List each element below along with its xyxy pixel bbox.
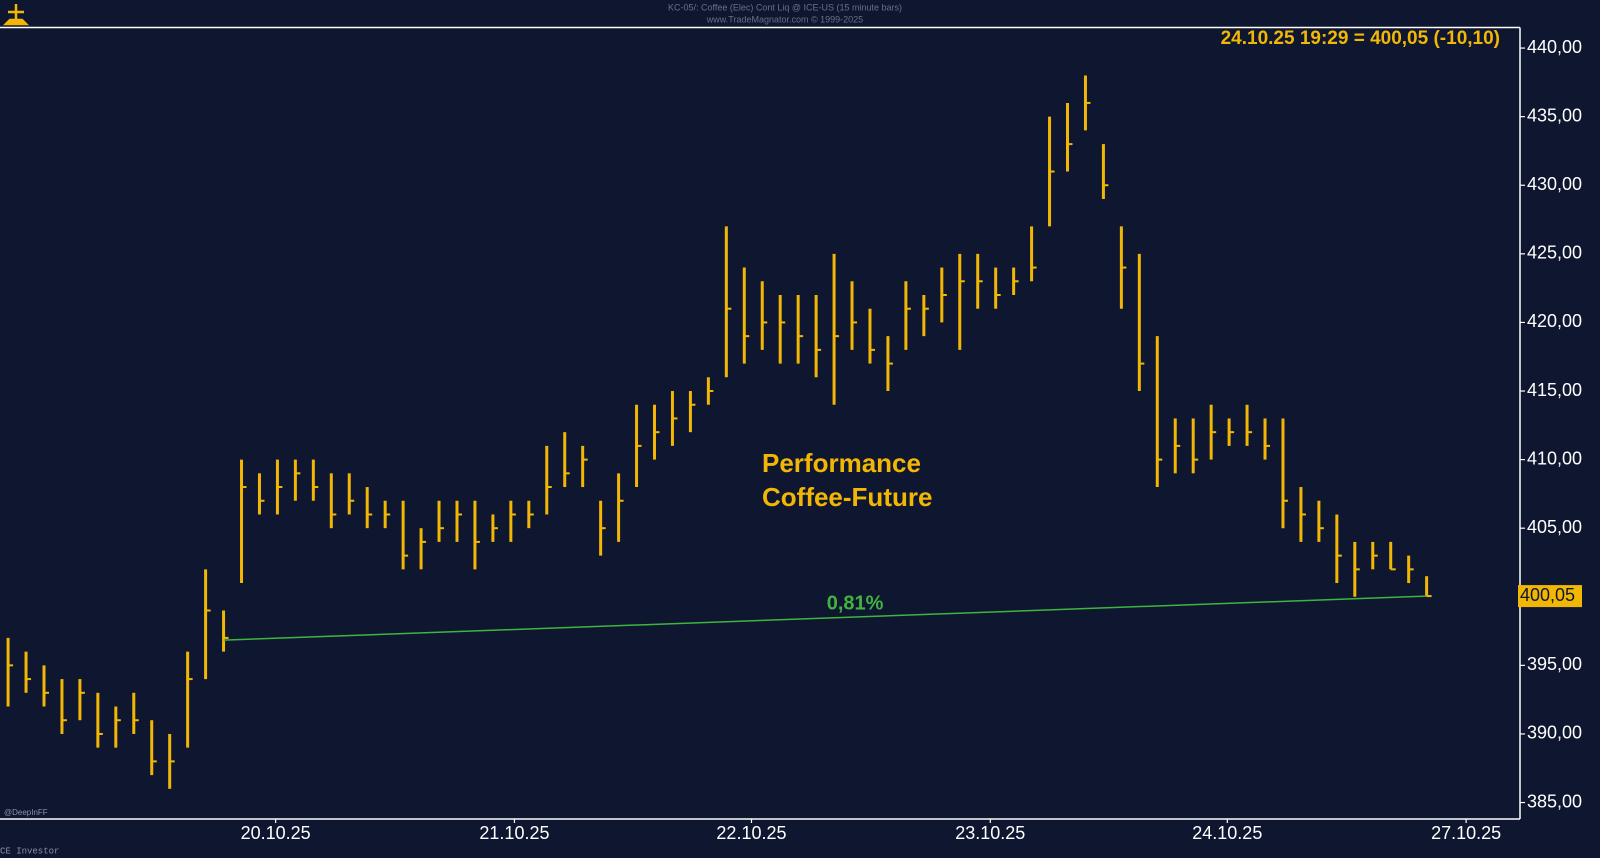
y-tick-label: 390,00 xyxy=(1527,723,1582,743)
x-tick-label: 27.10.25 xyxy=(1431,823,1501,843)
y-tick-label: 420,00 xyxy=(1527,311,1582,331)
y-tick-label: 405,00 xyxy=(1527,517,1582,537)
y-tick-label: 435,00 xyxy=(1527,105,1582,125)
trend-label: 0,81% xyxy=(827,592,884,614)
trend-line xyxy=(223,595,1427,641)
credit: @DeepInFF xyxy=(4,808,48,817)
y-tick-label: 410,00 xyxy=(1527,448,1582,468)
x-tick-label: 22.10.25 xyxy=(716,823,786,843)
last-price-label: 400,05 xyxy=(1520,585,1575,605)
last-price-marker xyxy=(1518,585,1582,608)
header-line: KC-05/: Coffee (Elec) Cont Liq @ ICE-US … xyxy=(668,2,902,12)
logo xyxy=(2,4,30,26)
last-info: 24.10.25 19:29 = 400,05 (-10,10) xyxy=(1221,28,1500,49)
y-tick-label: 440,00 xyxy=(1527,37,1582,57)
y-tick-label: 430,00 xyxy=(1527,174,1582,194)
credit: CE Investor xyxy=(0,846,59,856)
annotation: Performance xyxy=(762,448,921,478)
y-tick-label: 425,00 xyxy=(1527,243,1582,263)
y-tick-label: 385,00 xyxy=(1527,791,1582,811)
y-tick-label: 395,00 xyxy=(1527,654,1582,674)
header-line: www.TradeMagnator.com © 1999-2025 xyxy=(706,14,863,24)
x-tick-label: 24.10.25 xyxy=(1192,823,1262,843)
y-tick-label: 415,00 xyxy=(1527,380,1582,400)
x-tick-label: 23.10.25 xyxy=(955,823,1025,843)
x-tick-label: 21.10.25 xyxy=(479,823,549,843)
annotation: Coffee-Future xyxy=(762,482,932,512)
x-tick-label: 20.10.25 xyxy=(241,823,311,843)
